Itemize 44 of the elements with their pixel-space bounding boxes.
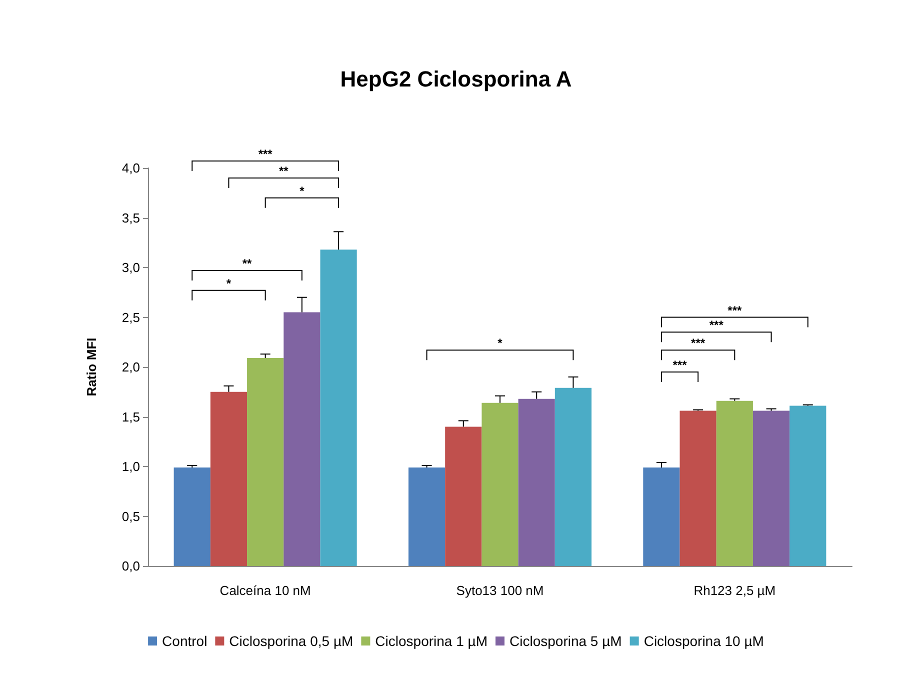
x-tick-label: Calceína 10 nM xyxy=(220,583,311,598)
bar xyxy=(247,358,284,566)
legend-label: Ciclosporina 0,5 µM xyxy=(229,633,354,649)
legend-label: Ciclosporina 1 µM xyxy=(375,633,488,649)
annotation: *** xyxy=(709,318,724,332)
bar xyxy=(482,402,518,566)
annotation: ** xyxy=(242,256,252,270)
bar xyxy=(554,388,592,566)
legend-label: Ciclosporina 5 µM xyxy=(510,633,622,649)
y-tick-label: 1,5 xyxy=(122,409,140,424)
y-axis-title: Ratio MFI xyxy=(84,338,99,396)
annotation: *** xyxy=(691,336,706,350)
bar xyxy=(752,410,790,566)
y-tick-label: 0,0 xyxy=(122,558,140,574)
annotation: * xyxy=(300,184,305,198)
y-tick-label: 0,5 xyxy=(122,508,140,524)
bar xyxy=(518,398,555,566)
annotation: * xyxy=(226,276,232,290)
bar xyxy=(320,250,357,566)
y-tick-label: 2,0 xyxy=(122,360,140,374)
y-tick-label: 3,0 xyxy=(122,260,140,275)
bar xyxy=(445,426,482,566)
annotation: * xyxy=(498,336,503,350)
bar xyxy=(174,467,210,566)
legend-label: Ciclosporina 10 µM xyxy=(644,633,764,649)
annotation: *** xyxy=(672,358,688,372)
bar xyxy=(643,467,680,566)
bar xyxy=(716,400,753,566)
text: *** xyxy=(258,147,273,162)
y-tick-label: 3,5 xyxy=(122,210,140,226)
annotation: *** xyxy=(728,303,742,318)
x-tick-label: Rh123 2,5 µM xyxy=(694,583,776,598)
bar xyxy=(408,467,446,566)
y-tick-label: 1,0 xyxy=(122,459,140,474)
bar xyxy=(790,406,826,566)
bar xyxy=(284,312,320,566)
bar xyxy=(680,410,716,566)
y-tick-label: 4,0 xyxy=(122,160,140,176)
annotation: ** xyxy=(278,164,289,178)
bar xyxy=(210,392,248,566)
legend-label: Control xyxy=(162,633,208,649)
chart-title: HepG2 Ciclosporina A xyxy=(340,66,572,92)
x-tick-label: Syto13 100 nM xyxy=(456,583,544,598)
y-tick-label: 2,5 xyxy=(122,310,140,325)
